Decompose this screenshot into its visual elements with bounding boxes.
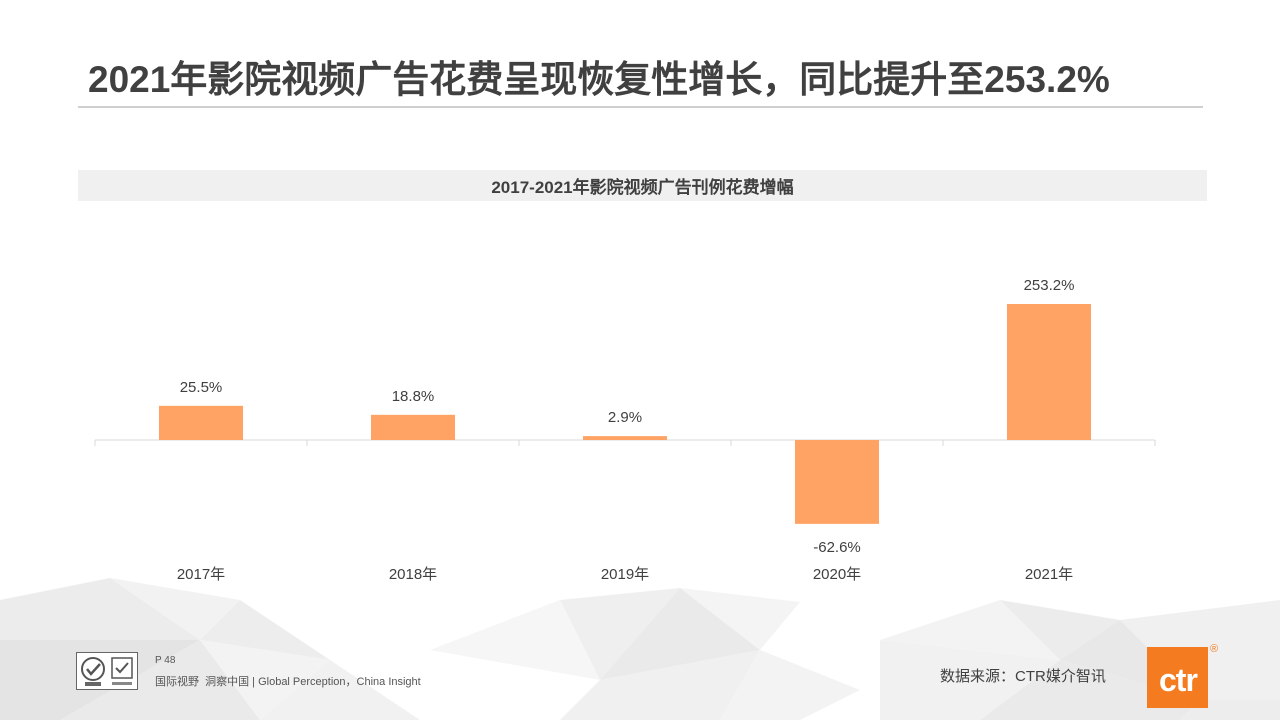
bar-2017 (159, 405, 243, 440)
bar-chart-svg: 25.5% 2017年 18.8% 2018年 2.9% 2019年 -62.6% 2020年… (94, 277, 1156, 583)
certification-badge-icon (76, 652, 138, 690)
bar-2018 (371, 414, 455, 440)
chart-title: 2017-2021年影院视频广告刊例花费增幅 (491, 178, 794, 197)
data-source: 数据来源：CTR媒介智讯 (940, 668, 1106, 685)
bar-chart: 25.5% 2017年 18.8% 2018年 2.9% 2019年 -62.6% 2020年… (78, 240, 1208, 600)
data-label-2019: 2.9% (608, 409, 642, 426)
footer-tagline: 国际视野 洞察中国 | Global Perception，China Insi… (155, 676, 421, 688)
category-label-2018: 2018年 (389, 566, 437, 583)
registered-mark: ® (1210, 643, 1219, 655)
category-label-2021: 2021年 (1025, 566, 1073, 583)
bar-2020 (795, 440, 879, 524)
ctr-logo-text: ctr (1159, 662, 1198, 698)
slide-title: 2021年影院视频广告花费呈现恢复性增长，同比提升至253.2% (88, 59, 1110, 100)
category-label-2019: 2019年 (601, 566, 649, 583)
data-label-2021: 253.2% (1024, 277, 1075, 294)
title-divider (78, 106, 1203, 108)
category-label-2020: 2020年 (813, 566, 861, 583)
data-label-2020: -62.6% (813, 539, 861, 556)
chart-title-band: 2017-2021年影院视频广告刊例花费增幅 (78, 170, 1207, 201)
data-label-2017: 25.5% (180, 379, 223, 396)
bar-2021 (1007, 304, 1091, 440)
data-label-2018: 18.8% (392, 388, 435, 405)
bar-2019 (583, 436, 667, 440)
ctr-logo-icon: ctr (1147, 647, 1208, 708)
page-number: P 48 (155, 655, 176, 666)
category-label-2017: 2017年 (177, 566, 225, 583)
